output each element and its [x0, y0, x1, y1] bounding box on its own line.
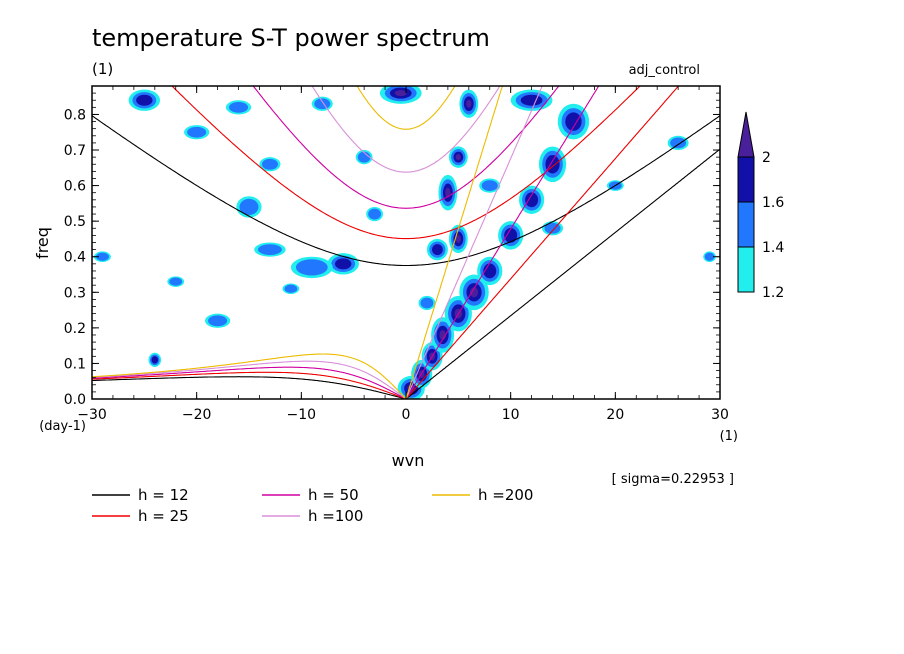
chart-subtitle-right: adj_control — [629, 63, 700, 78]
colorbar-extend-triangle — [737, 111, 755, 158]
contour-blob-19-level-1 — [258, 244, 282, 256]
contour-blob-16-level-2 — [432, 244, 443, 256]
colorbar-label: 1.6 — [762, 195, 784, 211]
y-tick-label: 0.6 — [64, 179, 86, 195]
x-unit-label: (1) — [720, 429, 738, 444]
legend-label-h200: h =200 — [478, 486, 533, 504]
dispersion-curves — [92, 86, 720, 399]
legend-label-h100: h =100 — [308, 507, 363, 525]
colorbar-label: 1.4 — [762, 240, 784, 256]
contour-blob-28-level-2 — [520, 94, 543, 106]
colorbar-segment-0 — [737, 246, 755, 293]
gravity-curve-h25 — [171, 86, 641, 240]
x-tick-label: −30 — [77, 407, 107, 423]
legend-label-h25: h = 25 — [138, 507, 189, 525]
kelvin-curve-h25 — [405, 86, 680, 399]
y-tick-label: 0.3 — [64, 285, 86, 301]
x-tick-label: 0 — [402, 407, 411, 423]
contour-blob-36-level-1 — [420, 297, 434, 309]
legend-label-h50: h = 50 — [308, 486, 359, 504]
gravity-curve-h12 — [92, 115, 720, 267]
contour-blob-39-level-1 — [284, 284, 298, 293]
contour-blob-11-level-3 — [455, 234, 461, 243]
kelvin-curve-h50 — [405, 86, 600, 399]
rossby-curve-h25 — [92, 371, 407, 399]
spectrum-contours — [94, 86, 716, 399]
rossby-curve-h12 — [92, 376, 407, 399]
gravity-curve-h100 — [311, 86, 501, 173]
rossby-curve-h200 — [92, 353, 407, 399]
colorbar-segment-1 — [737, 201, 755, 248]
rossby-curve-h100 — [92, 360, 407, 399]
contour-blob-37-level-1 — [368, 208, 381, 220]
contour-blob-17-level-2 — [335, 258, 352, 270]
colorbar: 1.2 1.4 1.6 2 — [737, 111, 784, 301]
colorbar-label: 2 — [762, 150, 771, 166]
contour-blob-26-level-1 — [96, 252, 109, 261]
contour-blob-15-level-3 — [394, 90, 407, 97]
contour-blob-29-level-1 — [481, 180, 498, 191]
y-unit-label: (day-1) — [39, 419, 86, 434]
gravity-curve-h200 — [356, 86, 456, 130]
kelvin-curve-h12 — [405, 148, 720, 399]
kelvin-curve-h100 — [405, 86, 543, 399]
contour-blob-25-level-2 — [151, 356, 159, 364]
x-tick-label: 30 — [711, 407, 729, 423]
y-tick-label: 0.1 — [64, 356, 86, 372]
contour-blob-7-level-2 — [504, 227, 518, 243]
gravity-curve-h50 — [252, 86, 560, 209]
kelvin-curve-h200 — [405, 86, 503, 399]
contour-blob-27-level-1 — [229, 101, 249, 113]
contour-blob-34-level-1 — [314, 98, 331, 110]
y-tick-label: 0.8 — [64, 107, 86, 123]
contour-blob-31-level-1 — [670, 137, 687, 149]
contour-blob-24-level-1 — [208, 315, 228, 327]
rossby-curve-h50 — [92, 366, 407, 399]
contour-blob-22-level-2 — [136, 94, 153, 106]
contour-blob-33-level-1 — [357, 151, 371, 163]
y-axis-label: freq — [33, 227, 52, 259]
contour-blob-23-level-1 — [187, 126, 207, 138]
colorbar-label: 1.2 — [762, 285, 784, 301]
y-tick-label: 0.0 — [64, 392, 86, 408]
x-axis-label: wvn — [392, 451, 425, 470]
legend: h = 12 h = 25 h = 50 h =100 h =200 — [92, 486, 533, 525]
sigma-annotation: [ sigma=0.22953 ] — [612, 472, 734, 487]
contour-blob-10-level-2 — [565, 112, 582, 131]
contour-blob-5-level-3 — [469, 287, 479, 298]
contour-blob-20-level-1 — [239, 198, 259, 216]
contour-blob-21-level-1 — [261, 158, 278, 170]
legend-label-h12: h = 12 — [138, 486, 189, 504]
contour-blob-13-level-3 — [455, 154, 461, 161]
y-tick-label: 0.4 — [64, 250, 86, 266]
chart-subtitle-left: (1) — [92, 60, 113, 78]
y-axis: 0.0 0.1 0.2 0.3 0.4 0.5 0.6 0.7 0.8 — [64, 85, 720, 408]
chart-title: temperature S-T power spectrum — [92, 24, 490, 52]
contour-blob-35-level-1 — [169, 277, 183, 286]
contour-blob-6-level-2 — [483, 263, 497, 279]
x-tick-label: 10 — [502, 407, 520, 423]
contour-blob-32-level-1 — [704, 252, 715, 261]
x-tick-label: −10 — [287, 407, 317, 423]
x-axis: −30 −20 −10 0 10 20 30 — [77, 86, 729, 423]
colorbar-segment-2 — [737, 156, 755, 203]
y-tick-label: 0.2 — [64, 321, 86, 337]
contour-blob-18-level-1 — [295, 259, 328, 276]
y-tick-label: 0.7 — [64, 143, 86, 159]
y-tick-label: 0.5 — [64, 214, 86, 230]
contour-blob-14-level-3 — [466, 99, 472, 108]
x-tick-label: 20 — [606, 407, 624, 423]
x-tick-label: −20 — [182, 407, 212, 423]
contour-blob-8-level-2 — [525, 192, 539, 208]
